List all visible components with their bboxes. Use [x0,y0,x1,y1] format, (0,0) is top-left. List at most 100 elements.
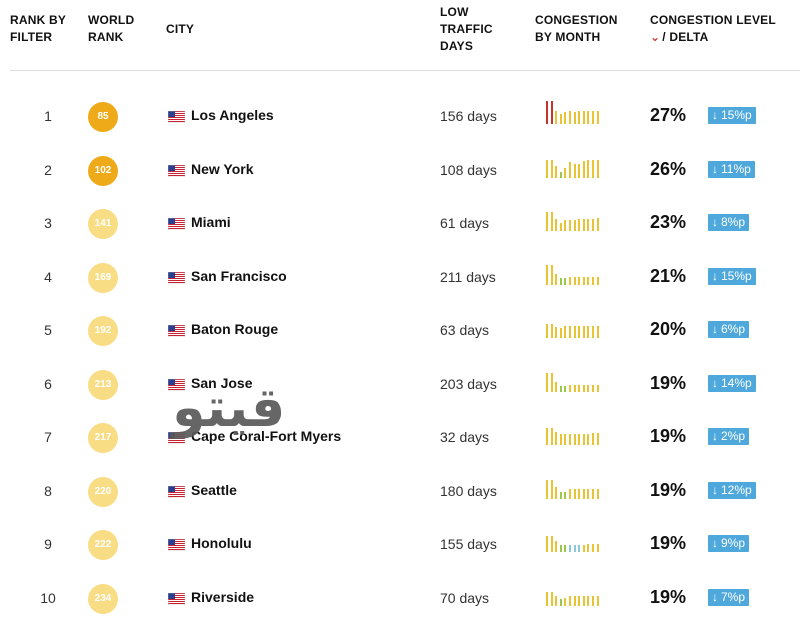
month-bar [573,384,576,392]
world-rank-badge: 102 [88,155,118,186]
city-name-link[interactable]: San Francisco [191,267,287,284]
city-name-link[interactable]: Cape Coral-Fort Myers [191,428,342,444]
month-bar [550,536,553,552]
rank-by-filter: 10 [40,589,56,606]
month-bar [569,384,571,392]
delta-value: 8%p [721,215,746,229]
header-low-traffic-line1: LOW [440,5,469,19]
month-bar [596,326,599,338]
month-bar [573,595,576,606]
month-bar [555,541,558,552]
month-bar [559,171,562,178]
chevron-down-icon[interactable]: ⌄ [650,30,661,44]
header-city[interactable]: CITY [166,22,195,36]
city-name-link[interactable]: Seattle [191,481,237,498]
month-bar [564,545,567,552]
low-traffic-days: 70 days [440,589,490,606]
table-row[interactable]: 5 192 Baton Rouge 63 days 20% ↓ 6%p [0,304,800,357]
month-bar [546,264,548,285]
table-row[interactable]: 1 85 Los Angeles 156 days 27% ↓ 15%p [0,90,800,143]
month-bar [546,159,548,178]
world-rank-badge: 222 [88,530,118,560]
header-low-traffic-line3: DAYS [440,39,474,53]
header-congestion-by-month[interactable]: CONGESTION BY MONTH [535,12,618,46]
month-bar [578,219,581,231]
month-bar [582,219,585,231]
table-row[interactable]: 8 220 Seattle 180 days 19% ↓ 12%p [0,465,800,518]
month-bar [582,595,585,606]
month-bar [587,276,590,285]
header-congestion-month-line2: BY MONTH [535,30,601,44]
month-bar [569,434,571,445]
month-bar [546,428,548,445]
month-bar [592,544,594,552]
header-rank-by-filter-line1: RANK BY [10,13,67,27]
month-bar [564,220,567,231]
table-row[interactable]: 3 141 Miami 61 days 23% ↓ 8%p [0,197,800,250]
table-row[interactable]: 9 222 Honolulu 155 days 19% ↓ 9%p [0,518,800,571]
month-bar [573,276,576,285]
rank-by-filter: 2 [44,161,52,178]
month-bar [596,111,599,124]
us-flag-icon [168,325,185,337]
month-bar [550,264,553,285]
month-bar [578,384,581,392]
month-bar [555,486,558,499]
header-delta-label: / DELTA [662,30,709,44]
congestion-by-month-chart [546,152,606,178]
city-name-link[interactable]: New York [191,160,254,177]
month-bar [582,545,585,552]
month-bar [564,277,567,285]
month-bar [550,159,553,178]
delta-value: 12%p [721,482,752,497]
month-bar [592,159,594,178]
month-bar [559,491,562,499]
table-row[interactable]: 2 102 New York 108 days 26% ↓ 11%p [0,144,800,197]
month-bar [573,488,576,499]
month-bar [550,372,553,392]
month-bar [592,111,594,124]
month-bar [546,591,548,606]
month-bar [559,277,562,285]
city-name-link[interactable]: Riverside [191,588,255,605]
header-world-rank[interactable]: WORLD RANK [88,12,134,46]
rank-by-filter: 4 [44,268,52,285]
month-bar [578,326,581,338]
header-world-rank-line2: RANK [88,30,124,44]
congestion-level: 19% [650,426,687,446]
month-bar [550,479,553,499]
city-name-link[interactable]: Baton Rouge [191,321,279,337]
table-row[interactable]: 10 234 Riverside 70 days 19% ↓ 7%p [0,572,800,625]
city-name-link[interactable]: San Jose [191,374,253,391]
month-bar [582,160,585,178]
month-bar [555,327,558,338]
header-rank-by-filter[interactable]: RANK BY FILTER [10,12,66,46]
month-bar [569,220,571,231]
month-bar [564,326,567,338]
month-bar [596,218,599,231]
delta-badge: ↓ 12%p [708,481,756,499]
table-row[interactable]: 4 169 San Francisco 211 days 21% ↓ 15%p [0,251,800,304]
city-name-link[interactable]: Miami [191,214,231,230]
header-low-traffic-days[interactable]: LOW TRAFFIC DAYS [440,4,493,55]
rank-by-filter: 8 [44,482,52,499]
header-divider [10,70,800,71]
world-rank-badge: 220 [88,476,118,507]
congestion-level: 27% [650,105,687,125]
header-congestion-level[interactable]: CONGESTION LEVEL ⌄ / DELTA [650,12,776,46]
congestion-level: 19% [650,586,687,607]
month-bar [559,114,562,124]
city-name-link[interactable]: Honolulu [191,535,252,551]
month-bar [555,381,558,392]
table-row[interactable]: 6 213 San Jose 203 days 19% ↓ 14%p [0,358,800,411]
month-bar [578,545,581,552]
table-row[interactable]: 7 217 Cape Coral-Fort Myers 32 days 19% ↓ 2%p [0,411,800,464]
city-name-link[interactable]: Los Angeles [191,107,274,123]
us-flag-icon [168,485,185,498]
month-bar [592,488,594,499]
month-bar [555,595,558,606]
low-traffic-days: 211 days [440,268,496,285]
low-traffic-days: 63 days [440,322,490,338]
us-flag-icon [168,164,185,177]
month-bar [582,276,585,285]
